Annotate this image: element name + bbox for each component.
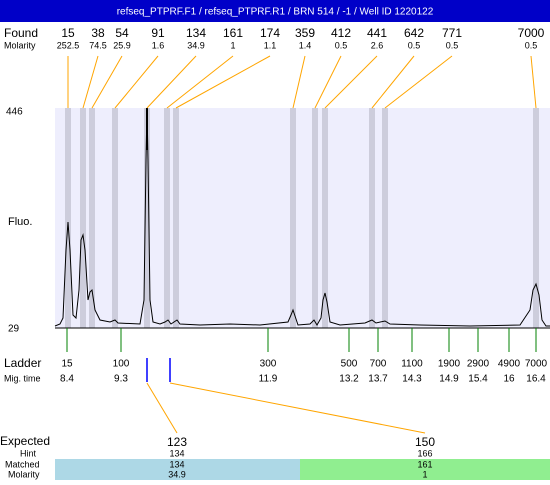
found-label: Found [4,26,38,40]
expected-molarity: 34.9 [168,469,186,479]
band [322,108,328,328]
found-connector [292,55,306,109]
ladder-size: 4900 [498,359,521,370]
expected-hint: 134 [169,448,184,458]
ladder-size: 1900 [438,359,461,370]
molarity-label: Molarity [4,40,36,50]
hint-label: Hint [20,448,37,458]
ladder-size: 7000 [525,359,548,370]
matched-bg [300,459,550,480]
found-connector [371,55,415,109]
found-molarity: 34.9 [187,40,205,50]
ladder-size: 300 [260,359,277,370]
connector [169,382,426,434]
axis-label: Fluo. [8,216,32,228]
found-connector [146,55,197,109]
axis-top: 446 [6,107,23,118]
connector [146,382,178,434]
expected-molarity: 1 [422,469,427,479]
found-connector [324,55,378,109]
expected-label: Expected [0,434,50,448]
ladder-time: 9.3 [114,374,128,385]
header-title: refseq_PTPRF.F1 / refseq_PTPRF.R1 / BRN … [117,7,434,18]
time-label: Mig. time [4,373,41,383]
found-molarity: 0.5 [335,40,348,50]
found-size: 38 [91,26,105,40]
found-size: 771 [442,26,462,40]
expected-matched: 161 [417,459,432,469]
ladder-label: Ladder [4,356,41,370]
ladder-time: 13.7 [368,374,388,385]
band [164,108,170,328]
band [369,108,375,328]
band [65,108,71,328]
found-molarity: 252.5 [57,40,80,50]
found-connector [384,55,453,109]
found-size: 642 [404,26,424,40]
ladder-time: 14.9 [439,374,459,385]
found-size: 161 [223,26,243,40]
found-molarity: 74.5 [89,40,107,50]
found-molarity: 1.1 [264,40,277,50]
found-connector [91,55,123,109]
band [173,108,179,328]
ladder-time: 16.4 [526,374,546,385]
found-connector [530,55,537,109]
ladder-time: 11.9 [259,374,278,385]
ladder-size: 700 [370,359,387,370]
found-connector [82,55,99,109]
matched-label: Matched [5,459,40,469]
ladder-size: 100 [113,359,130,370]
found-size: 15 [61,26,75,40]
matched-bg [55,459,300,480]
found-size: 134 [186,26,206,40]
found-molarity: 1.6 [152,40,165,50]
found-size: 174 [260,26,280,40]
band [290,108,296,328]
found-molarity: 0.5 [525,40,538,50]
ladder-time: 16 [503,374,515,385]
axis-bottom: 29 [8,324,20,335]
found-connector [314,55,342,109]
band [80,108,86,328]
header-bar [0,0,550,22]
found-connector [175,55,271,109]
plot-area [55,108,550,328]
found-molarity: 0.5 [408,40,421,50]
ladder-time: 15.4 [468,374,488,385]
found-connector [114,55,159,109]
found-connector [166,55,234,109]
found-size: 441 [367,26,387,40]
found-size: 412 [331,26,351,40]
found-size: 359 [295,26,315,40]
expected-matched: 134 [169,459,184,469]
band [533,108,539,328]
ladder-time: 8.4 [60,374,74,385]
ladder-time: 14.3 [402,374,422,385]
band [112,108,118,328]
molarity-label: Molarity [8,469,40,479]
found-size: 7000 [518,26,545,40]
found-size: 91 [151,26,165,40]
ladder-size: 15 [61,359,73,370]
band [89,108,95,328]
expected-hint: 166 [417,448,432,458]
band [144,108,150,328]
ladder-time: 13.2 [339,374,359,385]
ladder-size: 500 [341,359,358,370]
expected-size: 123 [167,435,187,449]
found-size: 54 [115,26,129,40]
found-molarity: 1.4 [299,40,312,50]
ladder-size: 1100 [401,359,423,370]
expected-size: 150 [415,435,435,449]
band [312,108,318,328]
found-molarity: 1 [230,40,235,50]
found-molarity: 2.6 [371,40,384,50]
ladder-size: 2900 [467,359,490,370]
band [382,108,388,328]
found-molarity: 0.5 [446,40,459,50]
trace [54,107,550,327]
found-molarity: 25.9 [113,40,131,50]
